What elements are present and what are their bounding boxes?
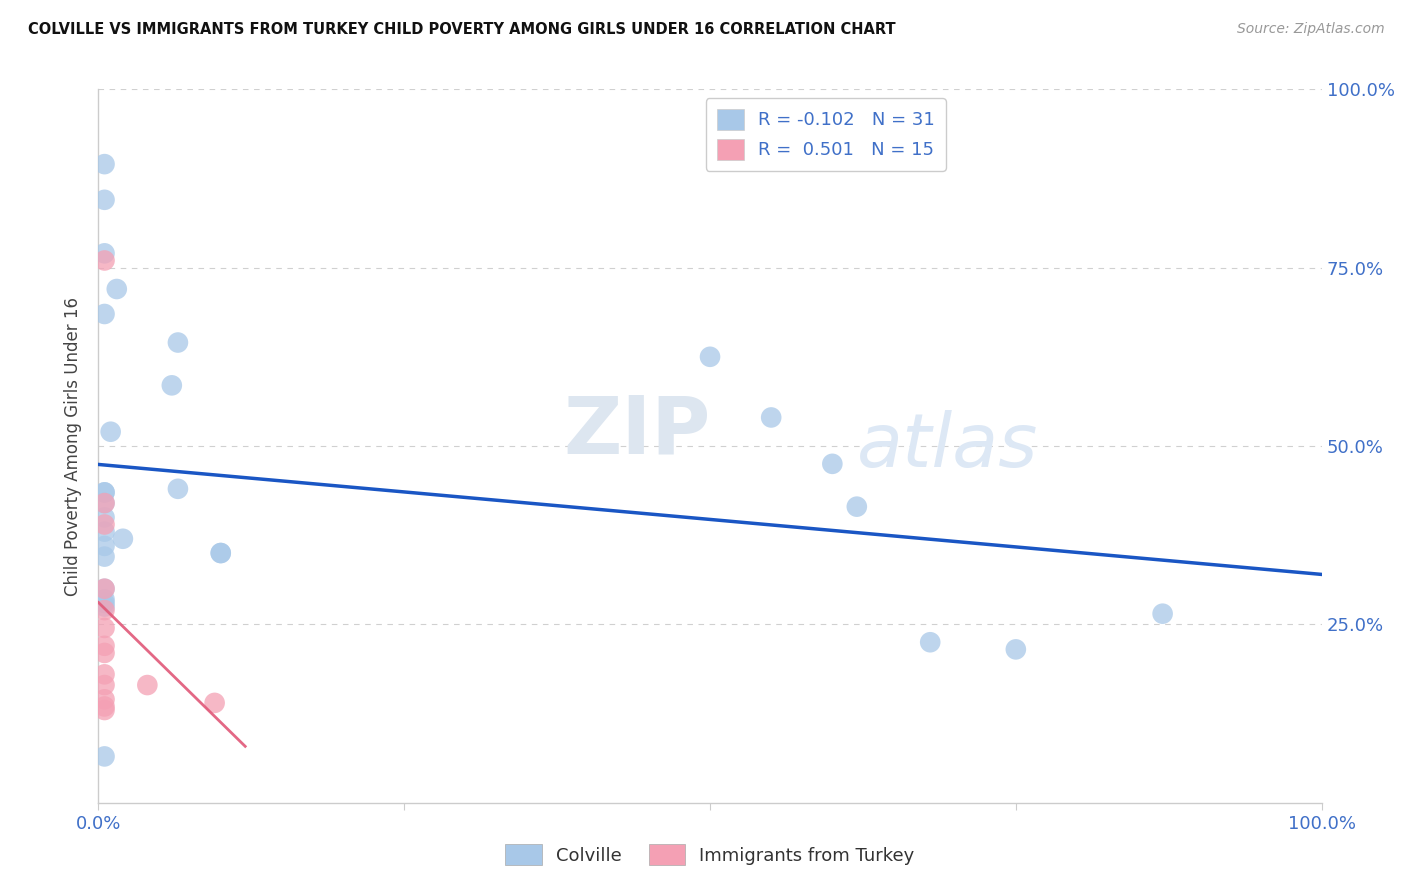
- Y-axis label: Child Poverty Among Girls Under 16: Child Poverty Among Girls Under 16: [65, 296, 83, 596]
- Point: [105, 282, 128, 296]
- Point: [93, 157, 115, 171]
- Text: COLVILLE VS IMMIGRANTS FROM TURKEY CHILD POVERTY AMONG GIRLS UNDER 16 CORRELATIO: COLVILLE VS IMMIGRANTS FROM TURKEY CHILD…: [28, 22, 896, 37]
- Point: [93, 749, 115, 764]
- Point: [209, 546, 232, 560]
- Point: [93, 621, 115, 635]
- Point: [209, 546, 232, 560]
- Point: [920, 635, 942, 649]
- Point: [93, 524, 115, 539]
- Point: [93, 582, 115, 596]
- Point: [93, 496, 115, 510]
- Point: [93, 193, 115, 207]
- Point: [167, 482, 190, 496]
- Point: [761, 410, 783, 425]
- Point: [93, 703, 115, 717]
- Point: [93, 639, 115, 653]
- Point: [93, 307, 115, 321]
- Text: ZIP: ZIP: [564, 392, 710, 471]
- Legend: Colville, Immigrants from Turkey: Colville, Immigrants from Turkey: [498, 837, 922, 872]
- Point: [93, 485, 115, 500]
- Point: [167, 335, 190, 350]
- Point: [93, 496, 115, 510]
- Point: [93, 692, 115, 706]
- Point: [93, 253, 115, 268]
- Point: [93, 517, 115, 532]
- Point: [93, 246, 115, 260]
- Point: [93, 667, 115, 681]
- Point: [93, 699, 115, 714]
- Point: [93, 510, 115, 524]
- Point: [699, 350, 721, 364]
- Point: [93, 549, 115, 564]
- Point: [1152, 607, 1174, 621]
- Point: [160, 378, 183, 392]
- Point: [93, 646, 115, 660]
- Point: [93, 592, 115, 607]
- Point: [100, 425, 122, 439]
- Point: [93, 539, 115, 553]
- Point: [93, 596, 115, 610]
- Point: [821, 457, 844, 471]
- Point: [1004, 642, 1026, 657]
- Point: [204, 696, 226, 710]
- Text: atlas: atlas: [856, 410, 1038, 482]
- Point: [93, 485, 115, 500]
- Point: [93, 599, 115, 614]
- Point: [111, 532, 134, 546]
- Point: [93, 603, 115, 617]
- Point: [93, 678, 115, 692]
- Point: [93, 582, 115, 596]
- Text: Source: ZipAtlas.com: Source: ZipAtlas.com: [1237, 22, 1385, 37]
- Point: [136, 678, 159, 692]
- Point: [845, 500, 868, 514]
